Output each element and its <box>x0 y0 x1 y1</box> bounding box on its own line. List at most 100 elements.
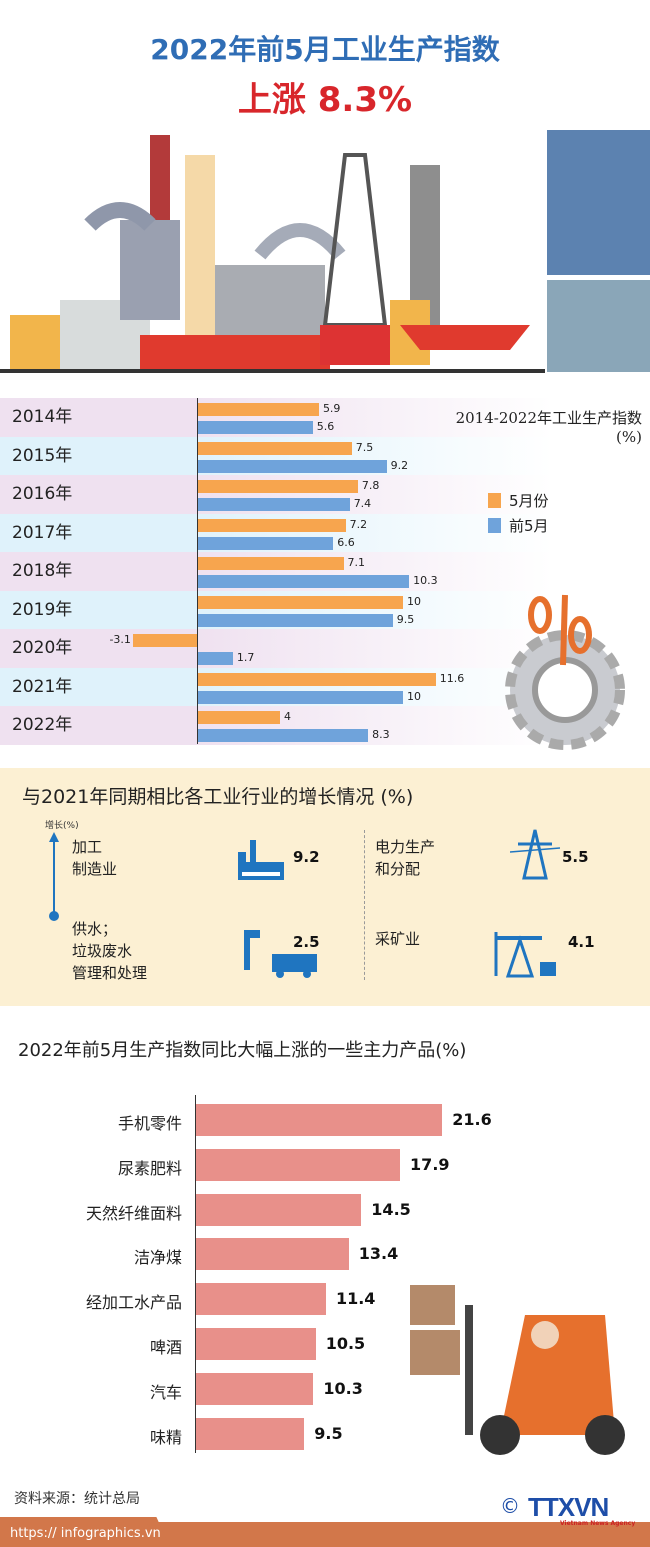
may-bar <box>198 441 352 455</box>
logo-subtitle: Vietnam News Agency <box>560 1520 636 1527</box>
water-truck-icon <box>244 930 317 978</box>
legend-first5: 前5月 <box>488 515 549 536</box>
product-bar <box>196 1238 349 1271</box>
product-label: 洁净煤 <box>133 1248 182 1268</box>
source-note: 资料来源：统计总局 <box>14 1491 140 1507</box>
sector-label: 电力生产 <box>375 838 436 856</box>
product-bar <box>196 1372 314 1405</box>
product-bar <box>196 1193 362 1226</box>
product-bar <box>196 1104 443 1136</box>
first5-months-bar <box>198 575 410 588</box>
bar-value-label: 7.2 <box>349 517 368 531</box>
product-bar <box>196 1148 401 1181</box>
legend-label: 5月份 <box>509 492 549 510</box>
year-label: 2019年 <box>12 599 73 620</box>
product-value-label: 10.3 <box>323 1378 363 1398</box>
first5-months-bar <box>198 421 313 434</box>
factory-icon <box>238 840 284 880</box>
sector-value: 5.5 <box>562 848 589 866</box>
product-label: 啤酒 <box>149 1338 182 1357</box>
product-value-label: 10.5 <box>325 1334 366 1353</box>
products-chart-title: 2022年前5月生产指数同比大幅上涨的一些主力产品(%) <box>18 1040 467 1061</box>
product-label: 手机零件 <box>117 1114 182 1133</box>
first5-months-bar <box>198 459 387 473</box>
chart-axis <box>197 398 198 744</box>
bar-value-label: 9.2 <box>390 458 409 472</box>
sector-label: 管理和处理 <box>72 964 148 982</box>
chart-axis <box>195 1095 196 1453</box>
page-title: 2022年前5月工业生产指数 <box>150 33 500 66</box>
ttxvn-logo: TTXVN <box>528 1492 609 1522</box>
sector-growth-panel: 与2021年同期相比各工业行业的增长情况 (%) 增长(%) 加工 制造业 9.2… <box>0 768 650 1006</box>
may-bar <box>198 518 346 532</box>
copyright-icon: © <box>500 1494 520 1518</box>
product-value-label: 14.5 <box>371 1199 411 1219</box>
may-bar <box>198 672 436 686</box>
bar-value-label: 7.8 <box>361 479 380 492</box>
may-bar <box>198 403 319 416</box>
sector-water: 供水； 垃圾废水管理和处理 <box>72 918 147 984</box>
sector-manufacturing: 加工 制造业 <box>72 836 117 880</box>
page-subtitle: 上涨 8.3% <box>237 80 413 120</box>
chart-title: 2014-2022年工业生产指数 (%) <box>456 407 642 446</box>
chart-title-text: 2014-2022年工业生产指数 <box>455 409 642 427</box>
sector-electricity: 电力生产 和分配 <box>375 836 435 880</box>
product-value-label: 9.5 <box>314 1423 343 1443</box>
product-bar <box>196 1328 316 1360</box>
industrial-index-chart: 2014年 5.9 5.6 2015年 7.5 9.2 2016年 7.8 7.4 2017年 7.… <box>0 395 650 750</box>
sector-mining: 采矿业 <box>375 930 421 948</box>
product-value-label: 11.4 <box>335 1289 376 1309</box>
product-label: 汽车 <box>149 1382 182 1402</box>
year-label: 2014年 <box>12 407 73 427</box>
product-bar <box>196 1283 326 1316</box>
section-title: 与2021年同期相比各工业行业的增长情况 (%) <box>22 786 414 808</box>
first5-months-bar <box>198 498 350 511</box>
year-label: 2021年 <box>12 676 73 697</box>
may-bar <box>198 480 358 493</box>
legend-swatch <box>488 493 501 508</box>
sector-value: 9.2 <box>293 848 320 866</box>
divider <box>364 830 365 980</box>
legend-may: 5月份 <box>488 490 549 511</box>
first5-months-bar <box>198 613 393 627</box>
bar-value-label: 5.9 <box>322 402 341 415</box>
bar-value-label: 1.7 <box>236 651 255 664</box>
bar-value-label: 7.1 <box>347 556 366 569</box>
legend-label: 前5月 <box>509 517 549 535</box>
sector-label: 供水； <box>72 920 118 938</box>
product-value-label: 17.9 <box>410 1154 450 1174</box>
sector-label: 制造业 <box>72 860 118 878</box>
product-bar <box>196 1417 305 1450</box>
oil-pump-icon <box>494 932 556 978</box>
product-label: 味精 <box>149 1427 182 1447</box>
first5-months-bar <box>198 536 334 550</box>
website-link[interactable]: https:// infographics.vn <box>0 1517 170 1547</box>
bar-value-label: 9.5 <box>396 612 415 626</box>
product-label: 天然纤维面料 <box>85 1203 182 1223</box>
bar-value-label: 8.3 <box>372 728 390 741</box>
year-label: 2020年 <box>12 638 73 658</box>
year-label: 2017年 <box>12 522 73 543</box>
first5-months-bar <box>198 652 233 665</box>
sector-label: 和分配 <box>375 860 421 878</box>
may-bar <box>133 634 197 647</box>
bar-value-label: 7.5 <box>355 440 374 454</box>
forklift-illustration <box>410 1285 625 1455</box>
bar-value-label: 5.6 <box>316 420 335 433</box>
bar-value-label: 6.6 <box>337 535 355 549</box>
may-bar <box>198 711 280 724</box>
product-value-label: 21.6 <box>452 1110 492 1129</box>
industrial-illustration <box>0 130 650 373</box>
year-label: 2015年 <box>12 445 73 466</box>
sector-label: 垃圾废水 <box>72 942 133 960</box>
year-label: 2022年 <box>12 715 73 735</box>
may-bar <box>198 557 344 570</box>
product-label: 尿素肥料 <box>117 1158 182 1178</box>
first5-months-bar <box>198 729 369 742</box>
legend-swatch <box>488 518 501 533</box>
up-arrow-icon <box>49 832 59 921</box>
product-label: 经加工水产品 <box>85 1293 182 1313</box>
row-background <box>0 398 650 437</box>
bar-value-label: 10 <box>407 689 421 703</box>
bar-value-label: 4 <box>284 710 291 723</box>
